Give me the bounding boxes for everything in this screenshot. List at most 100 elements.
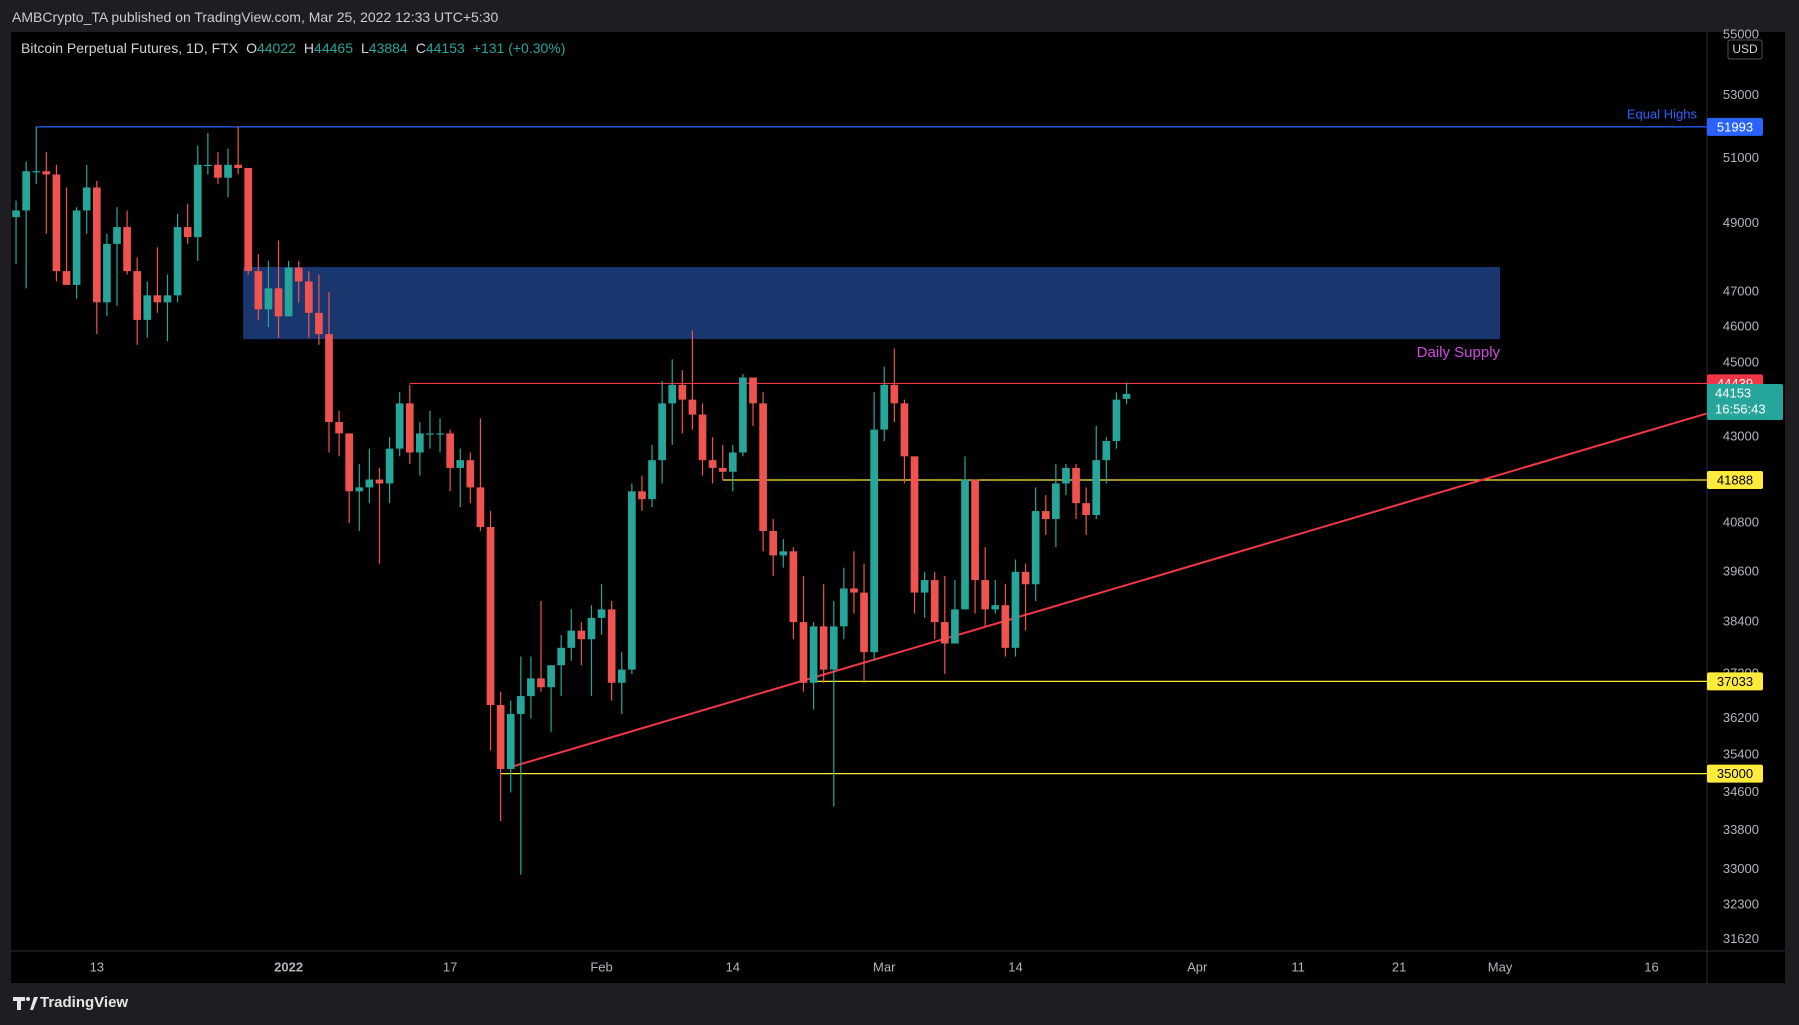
candle-body — [476, 487, 485, 528]
price-label-box — [1707, 672, 1763, 691]
candle-body — [779, 551, 788, 556]
candle-body — [920, 580, 929, 593]
y-tick-label: 33000 — [1723, 861, 1759, 876]
y-tick-label: 47000 — [1723, 283, 1759, 298]
candle-body — [567, 630, 576, 648]
candle-body — [395, 403, 404, 449]
y-tick-label: 36200 — [1723, 710, 1759, 725]
candle-body — [1072, 467, 1080, 504]
logo-part — [30, 997, 38, 1010]
candle-body — [910, 456, 919, 593]
x-tick-label: 16 — [1644, 959, 1658, 974]
candle-body — [678, 384, 687, 400]
candle-body — [426, 433, 434, 435]
candle-body — [254, 271, 263, 310]
ohlc-value: 44153 — [425, 40, 465, 56]
candle-body — [930, 580, 939, 623]
candle-body — [1062, 467, 1070, 484]
candle-body — [628, 491, 636, 670]
candle-body — [1112, 399, 1121, 442]
candle-body — [688, 399, 697, 415]
candle-body — [971, 479, 979, 581]
trendline — [510, 412, 1708, 769]
candle-body — [193, 164, 202, 238]
brand[interactable]: TradingView — [40, 994, 129, 1011]
y-tick-label: 35400 — [1723, 746, 1759, 761]
candle-body — [789, 551, 798, 623]
candle-body — [224, 164, 232, 178]
candle-body — [668, 384, 677, 404]
y-tick-label: 34600 — [1723, 784, 1759, 799]
candle-body — [1031, 511, 1040, 585]
candle-body — [375, 479, 384, 484]
candle-body — [22, 171, 30, 211]
candle-body — [870, 429, 878, 653]
ohlc-letter: L — [360, 40, 369, 56]
change: +131 (+0.30%) — [472, 40, 566, 56]
ohlc-value: 43884 — [368, 40, 408, 56]
x-tick-label: 11 — [1291, 959, 1305, 974]
candle-body — [294, 267, 303, 282]
currency-box — [1727, 39, 1763, 60]
candle-body — [335, 422, 343, 434]
candle-body — [860, 592, 868, 653]
candle-body — [890, 384, 899, 404]
candle-body — [809, 626, 818, 683]
x-tick-label: May — [1488, 959, 1513, 974]
candle-body — [52, 174, 61, 272]
supply-zone — [243, 267, 1501, 340]
candle-body — [1001, 605, 1010, 648]
candle-body — [183, 227, 192, 238]
ohlc-letter: H — [303, 40, 315, 56]
candle-body — [32, 171, 41, 173]
candle-body — [1082, 503, 1090, 516]
candle-body — [456, 460, 465, 468]
candle-body — [658, 403, 666, 461]
x-tick-label: Feb — [590, 959, 612, 974]
candle-body — [486, 527, 495, 706]
candle-body — [92, 187, 101, 303]
x-tick-label: 2022 — [274, 959, 303, 974]
candle-body — [143, 295, 152, 320]
candle-body — [62, 271, 71, 285]
candle-body — [900, 403, 909, 457]
candle-body — [819, 626, 828, 670]
candle-body — [698, 414, 707, 461]
chart-panel — [11, 32, 1785, 983]
candle-body — [981, 580, 990, 610]
candle-body — [799, 622, 808, 683]
candle-body — [759, 403, 767, 532]
candle-body — [12, 210, 20, 218]
candle-body — [416, 433, 424, 453]
x-tick-label: 13 — [90, 959, 104, 974]
candle-body — [1041, 511, 1050, 520]
candle-body — [638, 491, 646, 500]
candle-body — [1021, 571, 1030, 585]
candle-body — [577, 630, 586, 640]
candle-body — [1052, 483, 1060, 520]
publisher: AMBCrypto_TA published on TradingView.co… — [12, 9, 499, 25]
candle-body — [304, 281, 313, 313]
candle-body — [466, 460, 475, 488]
candle-body — [708, 460, 717, 468]
candle-body — [648, 460, 656, 500]
y-tick-label: 49000 — [1723, 215, 1759, 230]
candle-body — [82, 187, 91, 211]
candle-body — [325, 334, 333, 423]
candle-body — [264, 288, 273, 310]
countdown: 16:56:43 — [1715, 401, 1766, 416]
candle-body — [718, 467, 727, 472]
x-tick-label: 17 — [443, 959, 457, 974]
candle-body — [769, 531, 778, 556]
candle-body — [728, 452, 737, 472]
symbol-title: Bitcoin Perpetual Futures, 1D, FTX — [21, 40, 239, 56]
candle-body — [527, 678, 535, 697]
candle-body — [617, 669, 626, 683]
candle-body — [436, 433, 444, 435]
zone-label: Daily Supply — [1417, 344, 1501, 361]
price-label-box — [1707, 471, 1763, 490]
candle-body — [113, 227, 121, 244]
candle-body — [284, 267, 293, 317]
candle-body — [880, 384, 889, 430]
candle-body — [607, 609, 616, 683]
